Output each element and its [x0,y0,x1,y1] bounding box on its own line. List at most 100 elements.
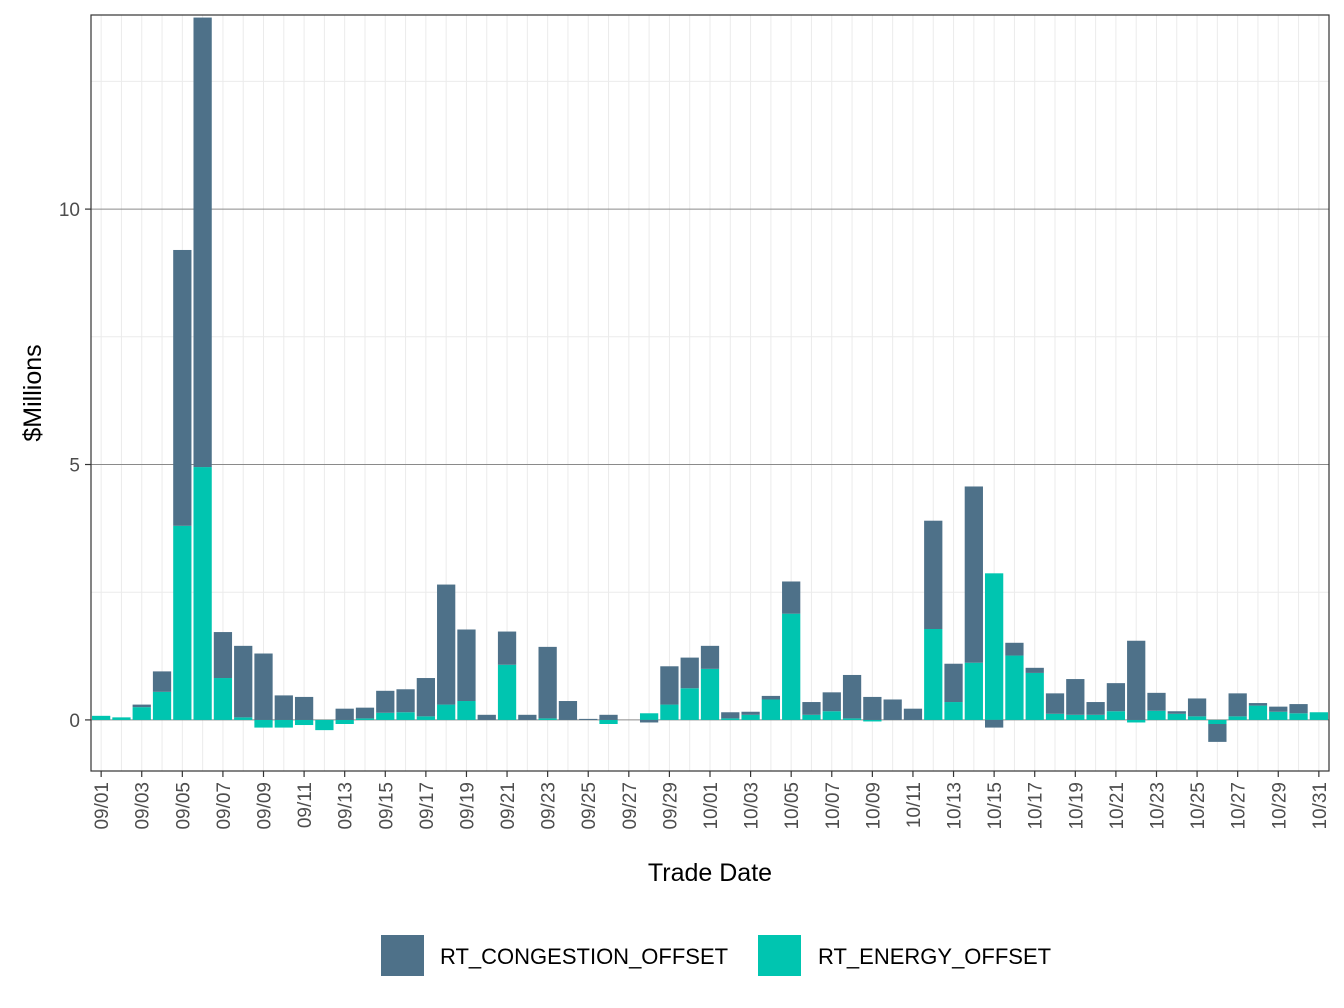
bar-rt-congestion-offset [639,719,659,723]
bar-rt-congestion-offset [213,632,233,679]
bar-rt-congestion-offset [416,678,436,717]
legend-label-rt-congestion-offset: RT_CONGESTION_OFFSET [440,944,728,969]
x-tick-label: 09/17 [417,782,438,830]
x-tick-label: 09/13 [336,782,357,830]
bar-rt-congestion-offset [254,653,273,720]
bar-rt-energy-offset [660,704,679,720]
bar-rt-congestion-offset [132,704,151,708]
x-tick-label: 09/21 [498,782,519,830]
bar-rt-congestion-offset [579,718,598,720]
bar-rt-energy-offset [822,711,841,720]
x-tick-label: 09/19 [457,782,478,830]
axis-layer: 0 5 10 09/01 09/03 09/05 09/07 09/09 09/11 09/13 0… [59,200,1331,829]
bar-rt-energy-offset [924,628,943,720]
y-tick-label: 10 [59,200,80,221]
x-tick-label: 09/27 [620,782,641,830]
bar-rt-energy-offset [1167,713,1186,720]
legend-label-rt-energy-offset: RT_ENERGY_OFFSET [818,944,1051,969]
bar-rt-congestion-offset [883,699,902,720]
bar-rt-congestion-offset [1127,640,1146,720]
bar-rt-congestion-offset [903,708,923,720]
bar-rt-energy-offset [1248,705,1268,720]
x-tick-label: 10/17 [1026,782,1047,830]
bar-rt-congestion-offset [741,711,760,715]
x-tick-label: 10/23 [1147,782,1168,830]
bar-rt-congestion-offset [1269,706,1288,712]
bar-rt-energy-offset [1147,710,1166,720]
bar-rt-congestion-offset [842,674,862,719]
bar-rt-congestion-offset [193,17,212,468]
x-tick-label: 09/25 [579,782,600,830]
bar-rt-energy-offset [1187,716,1207,720]
legend-key-rt-congestion-offset [381,935,424,976]
bar-rt-congestion-offset [1106,683,1126,712]
bar-layer [92,17,1328,742]
bar-rt-congestion-offset [274,695,293,720]
bar-rt-energy-offset [497,664,517,720]
bar-rt-energy-offset [1228,716,1247,720]
bar-rt-energy-offset [376,712,395,720]
bar-rt-congestion-offset [964,486,983,663]
bar-rt-energy-offset [639,713,659,720]
bar-rt-congestion-offset [152,671,172,692]
bar-rt-congestion-offset [700,645,720,669]
bar-rt-congestion-offset [1167,711,1186,714]
bar-rt-energy-offset [842,718,862,720]
bar-rt-congestion-offset [680,657,699,689]
bar-rt-congestion-offset [1147,692,1166,711]
bar-rt-congestion-offset [1228,693,1247,717]
bar-rt-energy-offset [802,714,821,720]
bar-rt-energy-offset [396,712,415,720]
bar-rt-energy-offset [254,719,273,728]
bar-rt-congestion-offset [802,702,821,715]
bar-rt-congestion-offset [437,584,456,705]
bar-rt-energy-offset [1066,714,1085,720]
bar-rt-congestion-offset [1005,642,1024,656]
bar-rt-energy-offset [294,719,314,726]
x-tick-label: 10/09 [863,782,884,830]
bar-rt-energy-offset [700,668,720,720]
bar-rt-congestion-offset [761,695,781,700]
x-tick-label: 09/29 [660,782,681,830]
bar-rt-energy-offset [599,719,618,725]
bar-rt-congestion-offset [944,663,963,703]
x-tick-label: 09/09 [255,782,276,830]
x-tick-label: 10/07 [823,782,844,830]
x-tick-label: 10/21 [1107,782,1128,830]
bar-rt-congestion-offset [234,645,253,718]
x-axis-title: Trade Date [648,859,772,887]
bar-rt-energy-offset [355,718,375,720]
y-tick-label: 0 [69,711,80,732]
bar-rt-energy-offset [92,715,111,720]
bar-rt-congestion-offset [1025,667,1044,673]
x-tick-label: 10/11 [904,782,925,828]
bar-rt-energy-offset [1025,672,1044,720]
bar-rt-energy-offset [680,688,699,720]
bar-rt-congestion-offset [984,719,1004,728]
bar-rt-energy-offset [538,718,557,720]
bar-rt-congestion-offset [721,712,740,719]
bar-rt-congestion-offset [1208,724,1227,742]
bar-rt-energy-offset [1127,719,1146,723]
bar-rt-congestion-offset [518,714,537,720]
bar-rt-congestion-offset [355,707,375,719]
bar-rt-congestion-offset [558,701,578,720]
bar-rt-congestion-offset [1045,693,1065,714]
bar-rt-congestion-offset [376,690,395,713]
x-tick-label: 10/05 [782,782,803,830]
bar-rt-energy-offset [457,701,476,720]
bar-rt-energy-offset [1045,713,1065,720]
bar-rt-energy-offset [1289,713,1308,720]
x-tick-label: 10/25 [1188,782,1209,830]
bar-rt-energy-offset [1005,655,1024,720]
x-tick-label: 10/31 [1310,782,1331,830]
x-tick-label: 09/07 [214,782,235,830]
bar-rt-congestion-offset [1187,698,1207,717]
x-tick-label: 10/15 [985,782,1006,830]
bar-rt-congestion-offset [782,581,801,614]
bar-rt-congestion-offset [294,696,314,720]
x-tick-label: 09/11 [295,782,316,828]
y-axis-title: $Millions [19,344,47,441]
bar-rt-energy-offset [132,707,151,720]
bar-rt-energy-offset [112,717,131,720]
